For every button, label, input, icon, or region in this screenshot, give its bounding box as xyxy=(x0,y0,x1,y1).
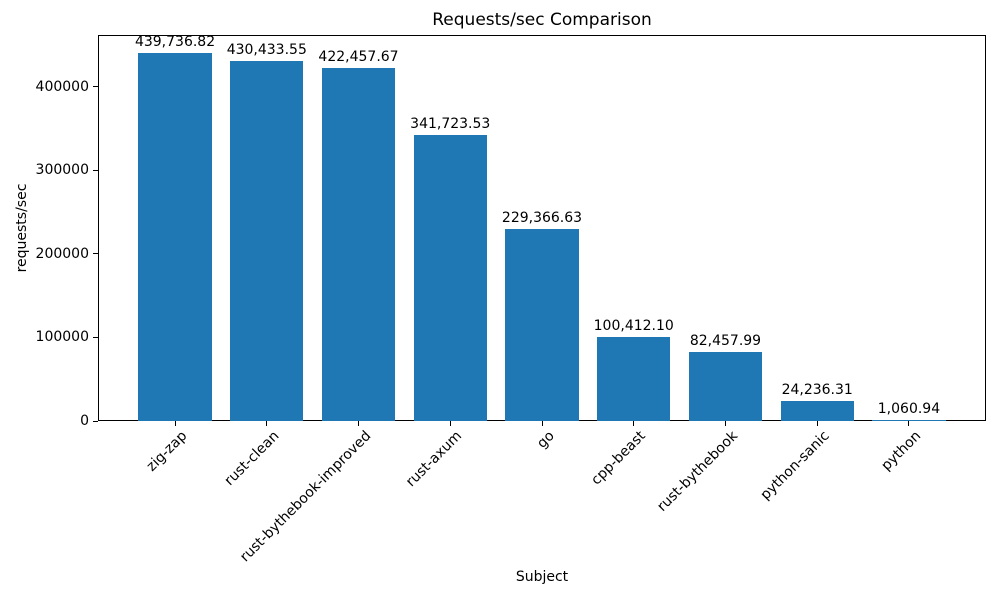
x-tick-label: rust-axum xyxy=(403,428,466,491)
x-tick-label: rust-clean xyxy=(221,428,283,489)
plot-area xyxy=(98,35,986,421)
x-tick-label: go xyxy=(533,428,558,452)
x-tick-mark xyxy=(633,421,635,426)
x-tick-mark xyxy=(358,421,360,426)
x-tick-mark xyxy=(816,421,818,426)
y-axis-label: requests/sec xyxy=(14,183,30,273)
y-tick-label: 100000 xyxy=(35,329,89,346)
x-axis-label: Subject xyxy=(515,569,569,585)
x-tick-label: rust-bythebook-improved xyxy=(236,428,374,566)
x-tick-label: python xyxy=(878,428,925,474)
x-tick-label: cpp-beast xyxy=(588,428,650,489)
x-tick-mark xyxy=(266,421,268,426)
x-tick-mark xyxy=(449,421,451,426)
x-tick-label: rust-bythebook xyxy=(653,428,741,515)
x-tick-mark xyxy=(541,421,543,426)
y-tick-label: 0 xyxy=(80,413,89,429)
x-tick-label: python-sanic xyxy=(757,428,833,504)
chart-title: Requests/sec Comparison xyxy=(432,10,652,30)
x-tick-mark xyxy=(724,421,726,426)
x-tick-mark xyxy=(908,421,910,426)
y-tick-label: 400000 xyxy=(35,78,89,95)
x-tick-mark xyxy=(174,421,176,426)
y-tick-label: 300000 xyxy=(35,162,89,179)
x-tick-label: zig-zap xyxy=(143,428,191,475)
